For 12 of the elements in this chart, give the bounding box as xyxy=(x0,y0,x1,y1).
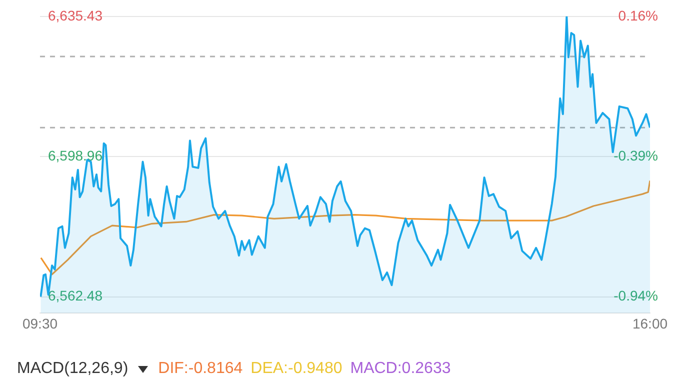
x-tick-label: 16:00 xyxy=(632,315,668,332)
y2-tick-label: -0.39% xyxy=(614,147,658,164)
x-tick-label: 09:30 xyxy=(22,315,58,332)
y-tick-label: 6,562.48 xyxy=(48,288,103,304)
text: MACD(12,26,9) xyxy=(17,360,128,378)
y-tick-label: 6,635.43 xyxy=(48,7,103,24)
y-tick-label: 6,598.96 xyxy=(48,147,103,164)
y2-tick-label: -0.94% xyxy=(614,288,658,304)
text: DEA:-0.9480 xyxy=(250,360,342,378)
text: DIF:-0.8164 xyxy=(158,360,243,378)
y2-tick-label: 0.16% xyxy=(618,7,658,24)
text: MACD:0.2633 xyxy=(350,360,451,378)
